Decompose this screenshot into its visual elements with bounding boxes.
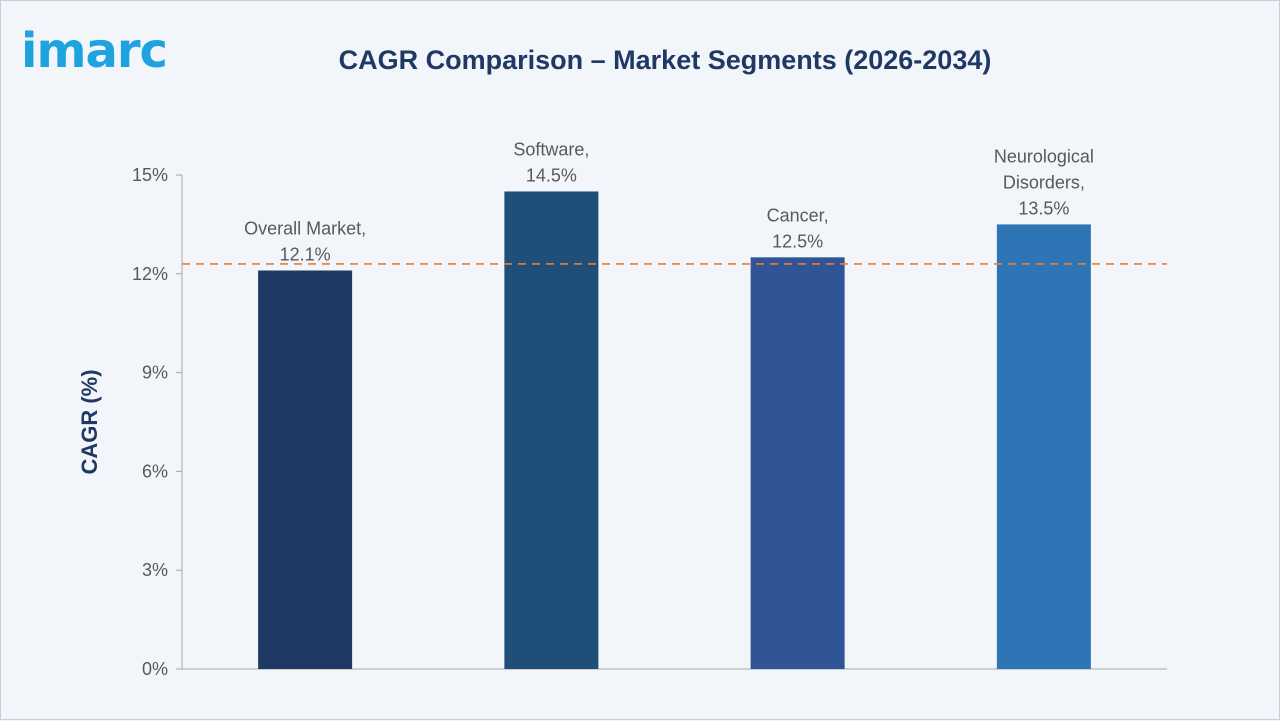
data-label: Cancer,: [767, 205, 829, 225]
y-tick-label: 0%: [142, 659, 168, 679]
data-label: 13.5%: [1018, 198, 1069, 218]
bar: [750, 257, 845, 669]
data-label: Software,: [513, 139, 589, 159]
chart-title: CAGR Comparison – Market Segments (2026-…: [338, 45, 992, 75]
imarc-logo: imarc: [21, 23, 168, 79]
data-label: 12.5%: [772, 231, 823, 251]
y-tick-label: 12%: [132, 264, 168, 284]
y-axis-title: CAGR (%): [77, 369, 102, 474]
data-label: 12.1%: [280, 245, 331, 265]
data-label: 14.5%: [526, 165, 577, 185]
bar: [258, 270, 353, 669]
y-tick-label: 15%: [132, 165, 168, 185]
data-label: Neurological: [994, 146, 1094, 166]
data-label: Overall Market,: [244, 219, 366, 239]
y-tick-label: 9%: [142, 363, 168, 383]
y-tick-label: 3%: [142, 560, 168, 580]
data-label: Disorders,: [1003, 172, 1085, 192]
bar: [504, 191, 599, 669]
y-tick-label: 6%: [142, 461, 168, 481]
bar: [996, 224, 1091, 669]
